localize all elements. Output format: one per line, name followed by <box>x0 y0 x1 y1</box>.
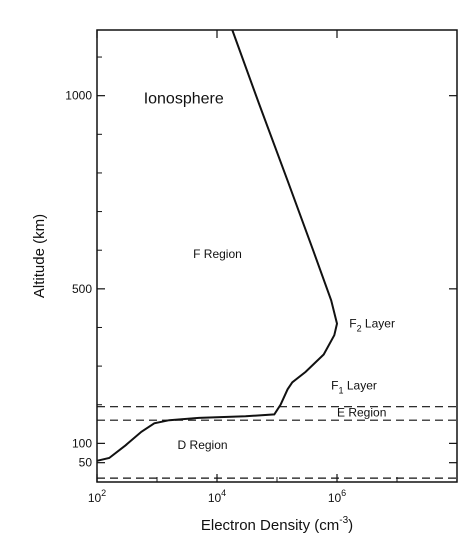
region-label: Ionosphere <box>144 90 224 107</box>
y-tick-label: 500 <box>72 282 92 296</box>
region-boundaries <box>97 406 457 479</box>
x-axis-label-close: ) <box>348 517 353 534</box>
axis-ticks <box>96 30 457 482</box>
y-axis-label: Altitude (km) <box>31 214 48 298</box>
region-label: D Region <box>178 438 228 452</box>
y-tick-label: 50 <box>79 456 93 470</box>
x-tick-label: 104 <box>208 488 226 505</box>
y-tick-label: 100 <box>72 436 92 450</box>
electron-density-curve <box>96 29 339 462</box>
region-annotations: Ionosphere F Region D Region F2 Layer F1 Lay… <box>144 90 395 452</box>
x-tick-label: 106 <box>328 488 346 505</box>
x-axis-label: Electron Density (cm-3) <box>201 515 353 534</box>
tick-labels: 50 100 500 1000 102 104 106 <box>65 89 346 505</box>
layer-label: F1 Layer <box>331 378 377 395</box>
x-axis-label-base: Electron Density (cm <box>201 517 339 534</box>
region-label: F Region <box>193 247 242 261</box>
e-region-label: E Region <box>337 405 386 419</box>
x-tick-label: 102 <box>88 488 106 505</box>
y-tick-label: 1000 <box>65 89 92 103</box>
layer-label: F2 Layer <box>349 317 395 334</box>
x-axis-label-exponent: -3 <box>339 515 348 526</box>
